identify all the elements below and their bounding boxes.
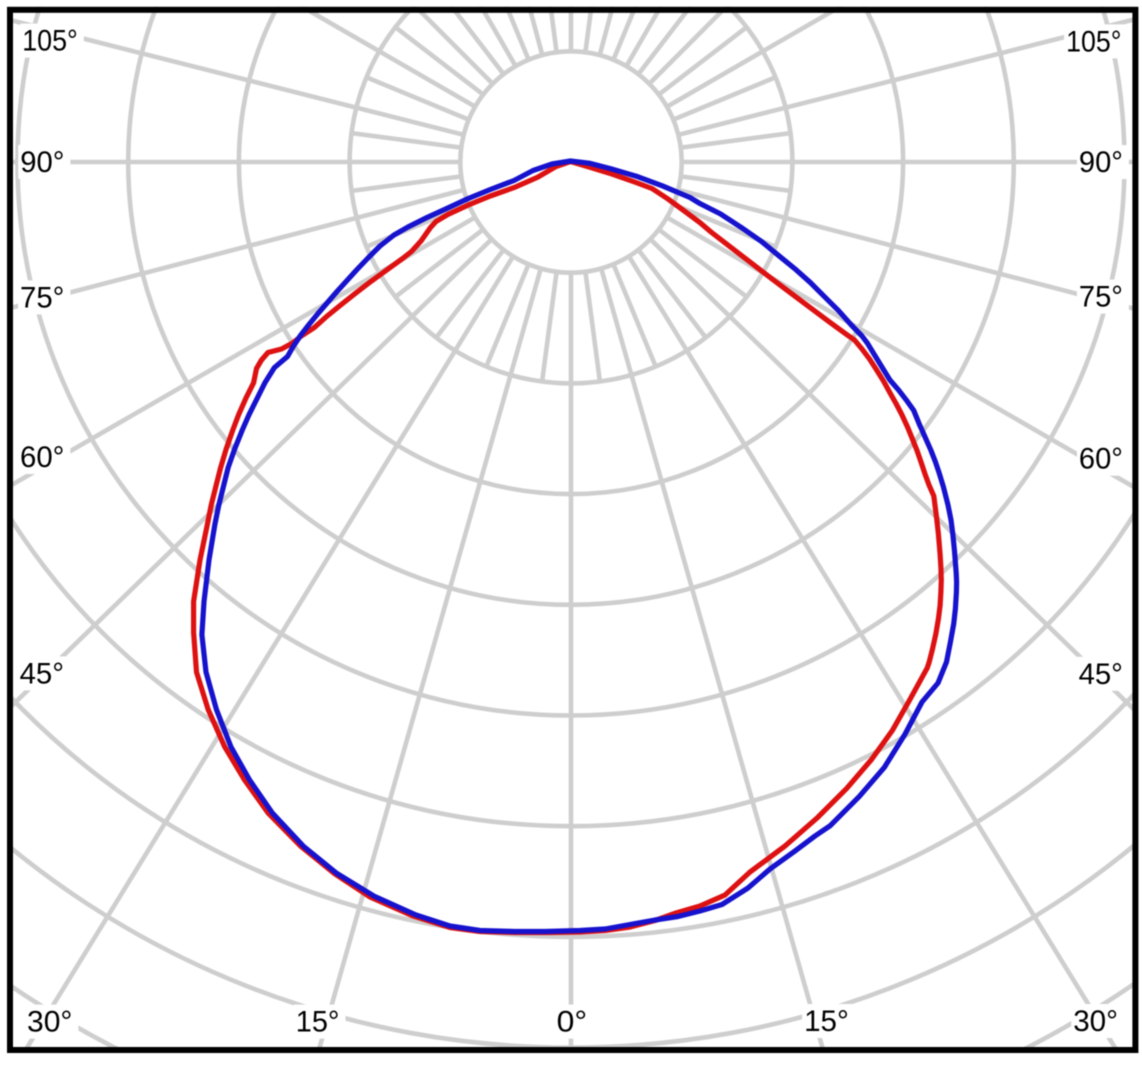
svg-text:75°: 75°: [20, 281, 64, 314]
svg-text:15°: 15°: [296, 1006, 340, 1039]
svg-text:60°: 60°: [20, 441, 64, 474]
svg-text:15°: 15°: [804, 1005, 849, 1038]
svg-text:0°: 0°: [557, 1006, 588, 1039]
svg-text:45°: 45°: [1079, 658, 1123, 691]
svg-text:30°: 30°: [27, 1006, 72, 1039]
svg-text:90°: 90°: [20, 146, 64, 179]
svg-text:75°: 75°: [1079, 281, 1123, 314]
svg-text:30°: 30°: [1073, 1005, 1118, 1038]
svg-text:90°: 90°: [1079, 146, 1123, 179]
svg-text:105°: 105°: [22, 25, 78, 58]
svg-text:45°: 45°: [20, 657, 64, 690]
svg-text:60°: 60°: [1079, 443, 1123, 476]
svg-text:105°: 105°: [1066, 25, 1121, 58]
